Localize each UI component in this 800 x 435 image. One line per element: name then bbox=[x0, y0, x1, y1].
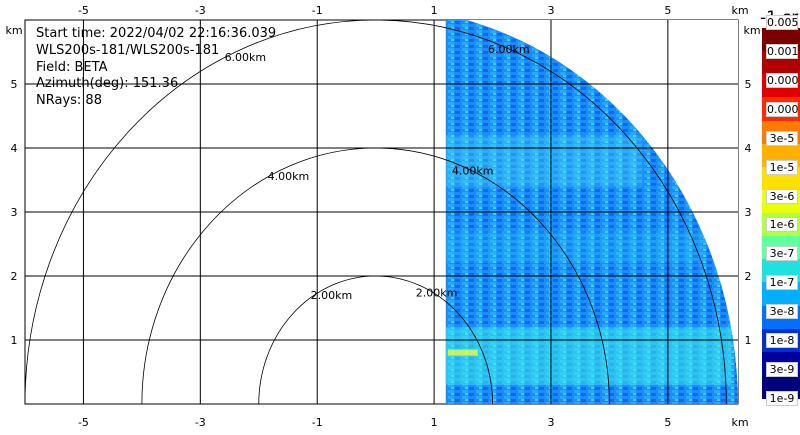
colorbar-tick-label: 3e-8 bbox=[766, 304, 798, 320]
x-unit-label-bottom: km bbox=[731, 416, 748, 429]
colorbar-tick-label: 1e-5 bbox=[766, 159, 798, 175]
x-tick-label-bottom: -3 bbox=[195, 416, 206, 429]
colorbar-tick-label: 0.0001 bbox=[766, 101, 800, 117]
range-ring-left bbox=[24, 19, 376, 405]
range-ring-label-left: 4.00km bbox=[268, 170, 310, 183]
x-tick-label-top: -5 bbox=[78, 4, 89, 17]
x-tick-label-top: -3 bbox=[195, 4, 206, 17]
y-tick-label-left: 5 bbox=[11, 78, 18, 91]
range-ring-right bbox=[375, 19, 727, 405]
y-tick-label-right: 2 bbox=[745, 270, 752, 283]
y-tick-label-right: 5 bbox=[745, 78, 752, 91]
x-tick-label-bottom: 5 bbox=[664, 416, 671, 429]
range-ring-left bbox=[258, 275, 376, 405]
colorbar-tick-label: 3e-7 bbox=[766, 246, 798, 262]
data-mask bbox=[445, 20, 738, 404]
range-ring-label-right: 4.00km bbox=[452, 165, 494, 178]
x-tick-label-top: -1 bbox=[312, 4, 323, 17]
colorbar-tick-label: 1e-9 bbox=[766, 391, 798, 406]
x-tick-label-top: 5 bbox=[664, 4, 671, 17]
colorbar-tick-label: 0.005 bbox=[766, 15, 799, 30]
axis-ticks: -5 -5 -3 -3 -1 -1 1 1 3 3 5 5 1 1 2 2 3 3 4 4 5 5 km km km km bbox=[5, 4, 760, 429]
range-ring-label-left: 6.00km bbox=[225, 51, 267, 64]
azimuth-text: Azimuth(deg): 151.36 bbox=[36, 76, 179, 91]
y-unit-label-right: km bbox=[743, 24, 760, 37]
start-time-text: Start time: 2022/04/02 22:16:36.039 bbox=[36, 26, 277, 41]
colorbar-tick-label: 1e-6 bbox=[766, 217, 798, 233]
y-tick-label-right: 4 bbox=[745, 142, 752, 155]
colorbar-tick-label: 1e-7 bbox=[766, 275, 798, 291]
colorbar-tick-label: 0.001 bbox=[766, 43, 799, 59]
range-ring-label-right: 6.00km bbox=[488, 43, 530, 56]
range-ring-left bbox=[141, 147, 376, 405]
colorbar-tick-label: 3e-9 bbox=[766, 362, 798, 378]
x-tick-label-bottom: -5 bbox=[78, 416, 89, 429]
data-spot bbox=[447, 349, 478, 356]
y-tick-label-left: 1 bbox=[11, 334, 18, 347]
range-ring-label-right: 2.00km bbox=[416, 286, 458, 299]
nrays-text: NRays: 88 bbox=[36, 93, 102, 108]
field-text: Field: BETA bbox=[36, 60, 108, 75]
data-band bbox=[445, 231, 702, 264]
x-unit-label-top: km bbox=[731, 4, 748, 17]
x-tick-label-bottom: -1 bbox=[312, 416, 323, 429]
y-tick-label-right: 3 bbox=[745, 206, 752, 219]
y-tick-label-right: 1 bbox=[745, 334, 752, 347]
data-band bbox=[445, 327, 732, 385]
range-ring-right bbox=[375, 275, 493, 405]
x-tick-label-bottom: 3 bbox=[547, 416, 554, 429]
data-sector bbox=[445, 20, 738, 404]
colorbar-tick-label: 3e-6 bbox=[766, 188, 798, 204]
instrument-text: WLS200s-181/WLS200s-181 bbox=[36, 43, 220, 58]
y-tick-label-left: 2 bbox=[11, 270, 18, 283]
colorbar-tick-label: 3e-5 bbox=[766, 130, 798, 146]
x-tick-label-top: 1 bbox=[431, 4, 438, 17]
colorbar-tick-label: 1e-8 bbox=[766, 333, 798, 349]
range-ring-label-left: 2.00km bbox=[311, 289, 353, 302]
range-rings: 2.00km 2.00km 4.00km 4.00km 6.00km 6.00km bbox=[24, 19, 727, 405]
data-band bbox=[445, 135, 643, 187]
range-ring-right bbox=[375, 147, 610, 405]
y-tick-label-left: 3 bbox=[11, 206, 18, 219]
y-unit-label-left: km bbox=[5, 24, 22, 37]
y-tick-label-left: 4 bbox=[11, 142, 18, 155]
x-tick-label-bottom: 1 bbox=[431, 416, 438, 429]
x-tick-label-top: 3 bbox=[547, 4, 554, 17]
